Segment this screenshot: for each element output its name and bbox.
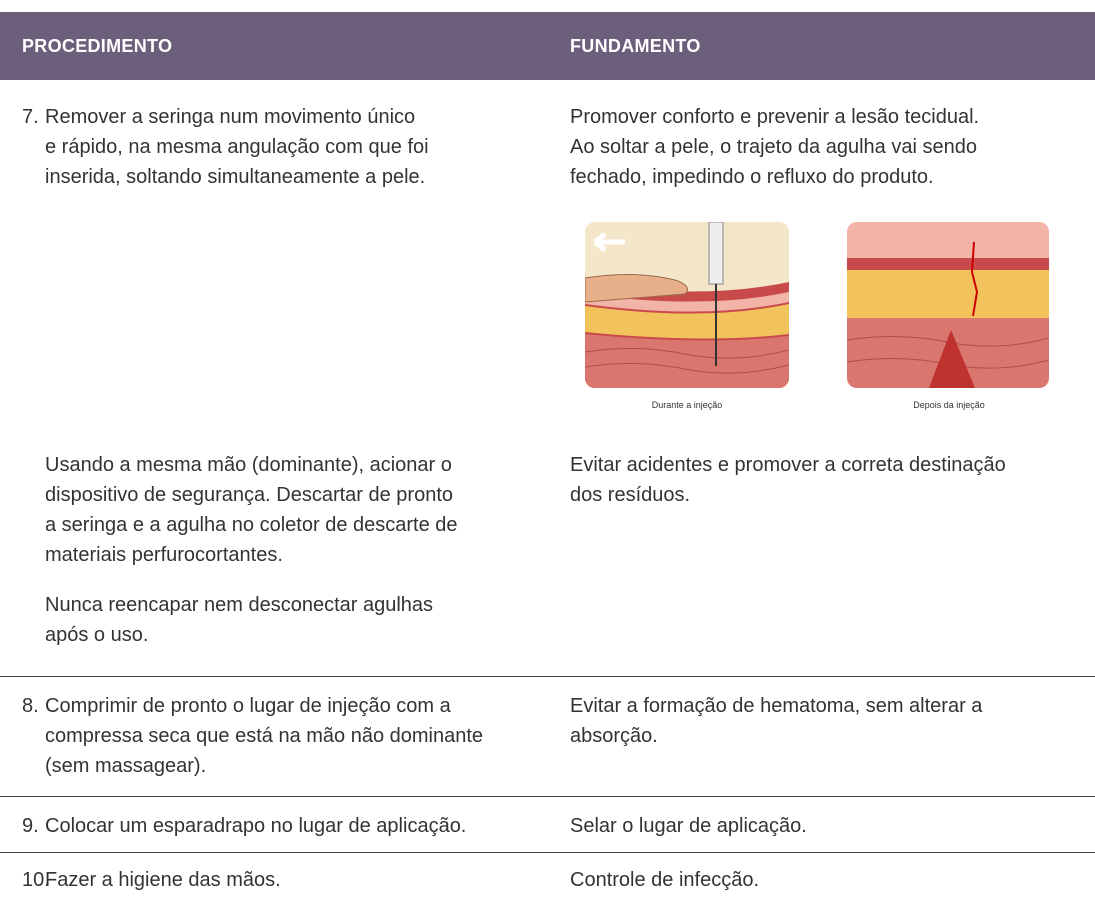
row-separator <box>0 676 1095 677</box>
row-number: 10. <box>22 869 50 891</box>
illustration-after <box>847 222 1049 388</box>
rationale-line: dos resíduos. <box>570 484 691 506</box>
row-number: 9. <box>22 815 39 837</box>
rationale-line: Ao soltar a pele, o trajeto da agulha va… <box>570 136 977 158</box>
procedure-line: dispositivo de segurança. Descartar de p… <box>45 484 454 506</box>
procedure-line: (sem massagear). <box>45 755 207 777</box>
table-header: PROCEDIMENTO FUNDAMENTO <box>0 12 1095 80</box>
row-separator <box>0 796 1095 797</box>
row-number: 8. <box>22 695 39 717</box>
rationale-line: Promover conforto e prevenir a lesão tec… <box>570 106 980 128</box>
rationale-line: fechado, impedindo o refluxo do produto. <box>570 166 934 188</box>
rationale-line: absorção. <box>570 725 658 747</box>
header-procedure: PROCEDIMENTO <box>22 36 173 56</box>
figure-caption: Durante a injeção <box>651 400 723 410</box>
figure-caption: Depois da injeção <box>913 400 985 410</box>
procedure-line: Remover a seringa num movimento único <box>45 106 416 128</box>
procedure-line: Fazer a higiene das mãos. <box>45 869 281 891</box>
procedure-line: Nunca reencapar nem desconectar agulhas <box>45 594 434 616</box>
rationale-line: Evitar acidentes e promover a correta de… <box>570 454 1006 476</box>
procedure-line: compressa seca que está na mão não domin… <box>45 725 484 747</box>
rationale-line: Selar o lugar de aplicação. <box>570 815 807 837</box>
rationale-line: Evitar a formação de hematoma, sem alter… <box>570 695 983 717</box>
procedure-line: e rápido, na mesma angulação com que foi <box>45 136 429 158</box>
illustration-during <box>585 222 789 388</box>
procedure-line: a seringa e a agulha no coletor de desca… <box>45 514 458 536</box>
row-separator <box>0 852 1095 853</box>
procedure-line: Usando a mesma mão (dominante), acionar … <box>45 454 452 476</box>
procedure-line: inserida, soltando simultaneamente a pel… <box>45 166 426 188</box>
procedure-line: Colocar um esparadrapo no lugar de aplic… <box>45 815 467 837</box>
procedure-line: materiais perfurocortantes. <box>45 544 283 566</box>
rationale-line: Controle de infecção. <box>570 869 760 891</box>
procedure-line: Comprimir de pronto o lugar de injeção c… <box>45 695 451 717</box>
row-number: 7. <box>22 106 39 128</box>
procedure-line: após o uso. <box>45 624 149 646</box>
header-rationale: FUNDAMENTO <box>570 36 701 56</box>
